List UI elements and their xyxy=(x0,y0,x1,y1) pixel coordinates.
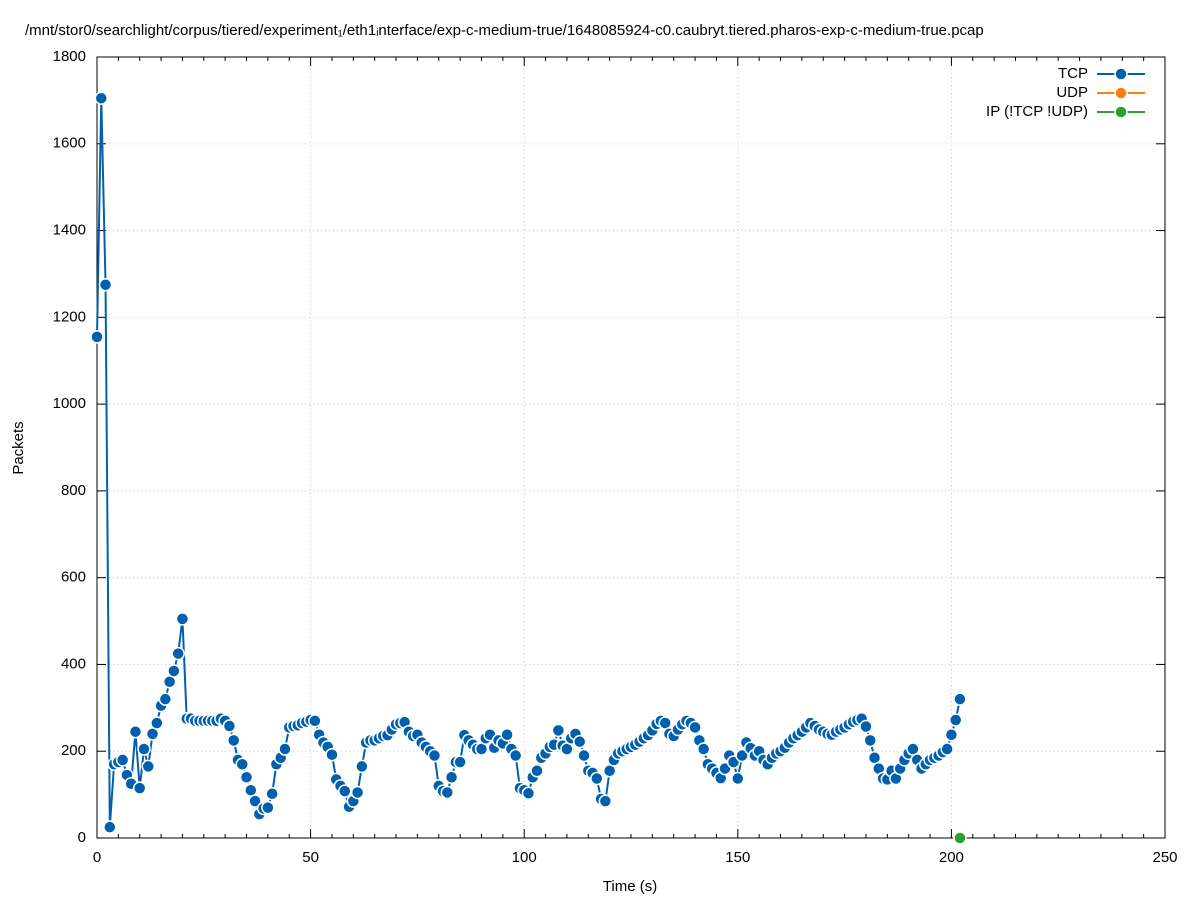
legend-swatch xyxy=(1114,86,1128,100)
y-tick-label: 600 xyxy=(61,569,86,586)
data-point xyxy=(261,800,275,815)
data-point xyxy=(235,757,249,771)
data-point xyxy=(355,759,369,774)
data-point xyxy=(953,831,967,845)
data-point xyxy=(530,763,544,778)
data-point xyxy=(521,786,536,801)
plot-frame xyxy=(96,56,1166,839)
y-tick-label: 400 xyxy=(61,655,86,672)
x-tick-label: 150 xyxy=(725,849,750,866)
data-point xyxy=(940,742,954,756)
legend-label: IP (!TCP !UDP) xyxy=(986,103,1088,120)
data-point xyxy=(572,734,587,749)
data-point xyxy=(226,733,241,748)
y-tick-label: 200 xyxy=(61,742,86,759)
data-point xyxy=(141,759,156,774)
data-point xyxy=(167,664,181,678)
data-point xyxy=(98,278,113,292)
data-point xyxy=(444,770,459,785)
data-point xyxy=(948,713,963,727)
data-point xyxy=(440,785,455,800)
x-tick-label: 100 xyxy=(512,849,537,866)
data-point xyxy=(688,720,702,735)
x-tick-label: 250 xyxy=(1152,849,1177,866)
data-point xyxy=(90,330,104,344)
data-point xyxy=(265,786,279,801)
data-point xyxy=(731,771,745,786)
x-tick-label: 0 xyxy=(93,849,101,866)
data-point xyxy=(158,692,173,706)
y-tick-label: 1200 xyxy=(53,308,86,325)
data-point xyxy=(350,785,365,800)
data-point xyxy=(427,748,442,763)
data-point xyxy=(953,692,967,706)
legend-swatch xyxy=(1114,67,1128,81)
data-point xyxy=(944,727,959,742)
data-point xyxy=(94,91,109,105)
x-axis-label: Time (s) xyxy=(603,878,657,895)
legend-label: UDP xyxy=(1056,84,1088,101)
data-point xyxy=(171,646,185,661)
data-point xyxy=(551,723,566,738)
data-point xyxy=(453,755,467,769)
legend-label: TCP xyxy=(1058,65,1088,82)
data-point xyxy=(590,771,604,786)
y-tick-label: 1600 xyxy=(53,135,86,152)
legend-swatch xyxy=(1114,105,1128,119)
data-point xyxy=(500,727,514,742)
y-tick-label: 1800 xyxy=(53,48,86,65)
chart-title: /mnt/stor0/searchlight/corpus/tiered/exp… xyxy=(25,22,984,39)
x-tick-label: 50 xyxy=(302,849,319,866)
data-point xyxy=(115,753,130,767)
data-point xyxy=(103,820,117,834)
y-tick-label: 1000 xyxy=(53,395,86,412)
data-point xyxy=(325,747,339,762)
y-tick-label: 0 xyxy=(78,829,86,846)
data-point xyxy=(248,794,262,808)
data-point xyxy=(278,742,292,756)
data-point xyxy=(308,714,322,728)
data-point xyxy=(132,781,147,795)
y-tick-label: 1400 xyxy=(53,222,86,239)
data-point xyxy=(577,748,591,763)
data-point xyxy=(696,742,711,756)
data-point xyxy=(175,612,190,626)
data-point xyxy=(150,716,164,730)
data-point xyxy=(859,719,873,734)
y-axis-label: Packets xyxy=(10,421,27,474)
data-point xyxy=(239,770,254,785)
data-point xyxy=(508,748,523,763)
data-point xyxy=(137,742,151,756)
data-point xyxy=(863,733,877,748)
y-tick-label: 800 xyxy=(61,482,86,499)
data-point xyxy=(598,794,613,808)
data-point xyxy=(338,784,352,798)
data-point xyxy=(735,748,749,763)
data-point xyxy=(128,724,143,739)
x-tick-label: 200 xyxy=(939,849,964,866)
data-point xyxy=(222,719,237,733)
